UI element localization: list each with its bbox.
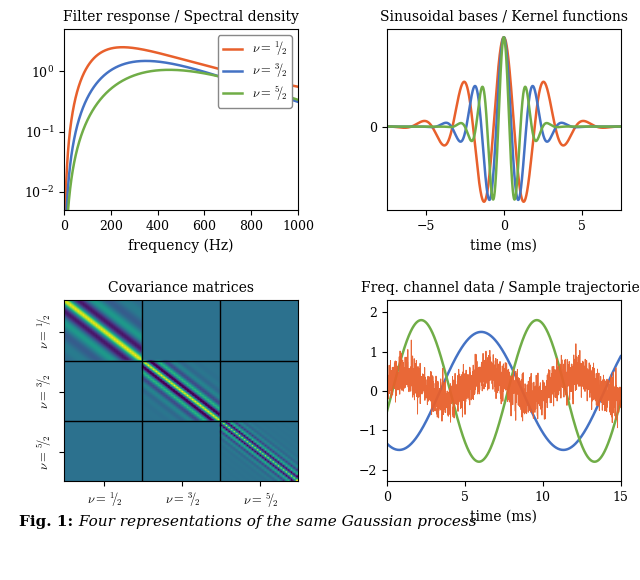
- Title: Freq. channel data / Sample trajectories: Freq. channel data / Sample trajectories: [361, 281, 640, 295]
- Line: $\nu = \,^3\!\!/\!_2$: $\nu = \,^3\!\!/\!_2$: [64, 61, 298, 336]
- Legend: $\nu = \,^1\!\!/\!_2$, $\nu = \,^3\!\!/\!_2$, $\nu = \,^5\!\!/\!_2$: $\nu = \,^1\!\!/\!_2$, $\nu = \,^3\!\!/\…: [218, 35, 292, 108]
- Text: Four representations of the same Gaussian process: Four representations of the same Gaussia…: [74, 515, 476, 529]
- Text: Fig. 1:: Fig. 1:: [19, 515, 74, 529]
- $\nu = \,^5\!\!/\!_2$: [289, 95, 297, 102]
- $\nu = \,^5\!\!/\!_2$: [294, 96, 302, 103]
- Line: $\nu = \,^5\!\!/\!_2$: $\nu = \,^5\!\!/\!_2$: [64, 70, 298, 360]
- $\nu = \,^5\!\!/\!_2$: [101, 91, 109, 98]
- $\nu = \,^1\!\!/\!_2$: [160, 51, 168, 58]
- $\nu = \,^3\!\!/\!_2$: [150, 58, 158, 65]
- $\nu = \,^1\!\!/\!_2$: [150, 49, 158, 56]
- $\nu = \,^5\!\!/\!_2$: [166, 66, 173, 73]
- $\nu = \,^3\!\!/\!_2$: [160, 59, 168, 66]
- $\nu = \,^5\!\!/\!_2$: [60, 356, 68, 363]
- $\nu = \,^3\!\!/\!_2$: [142, 57, 150, 64]
- $\nu = \,^1\!\!/\!_2$: [118, 44, 126, 50]
- Title: Covariance matrices: Covariance matrices: [108, 281, 254, 295]
- X-axis label: time (ms): time (ms): [470, 510, 538, 524]
- Title: Filter response / Spectral density: Filter response / Spectral density: [63, 10, 299, 24]
- $\nu = \,^3\!\!/\!_2$: [264, 89, 272, 96]
- X-axis label: frequency (Hz): frequency (Hz): [128, 238, 234, 253]
- $\nu = \,^3\!\!/\!_2$: [294, 99, 302, 106]
- $\nu = \,^1\!\!/\!_2$: [294, 84, 302, 90]
- $\nu = \,^1\!\!/\!_2$: [87, 58, 95, 65]
- $\nu = \,^5\!\!/\!_2$: [150, 67, 157, 74]
- $\nu = \,^5\!\!/\!_2$: [264, 86, 272, 93]
- $\nu = \,^1\!\!/\!_2$: [289, 82, 297, 89]
- $\nu = \,^3\!\!/\!_2$: [289, 97, 297, 104]
- $\nu = \,^1\!\!/\!_2$: [101, 47, 109, 54]
- $\nu = \,^3\!\!/\!_2$: [87, 88, 95, 95]
- X-axis label: time (ms): time (ms): [470, 238, 538, 252]
- $\nu = \,^1\!\!/\!_2$: [60, 297, 68, 304]
- $\nu = \,^3\!\!/\!_2$: [60, 332, 68, 339]
- Line: $\nu = \,^1\!\!/\!_2$: $\nu = \,^1\!\!/\!_2$: [64, 47, 298, 300]
- $\nu = \,^5\!\!/\!_2$: [160, 67, 168, 74]
- $\nu = \,^1\!\!/\!_2$: [264, 77, 272, 84]
- $\nu = \,^5\!\!/\!_2$: [87, 110, 95, 117]
- $\nu = \,^3\!\!/\!_2$: [101, 71, 109, 78]
- Title: Sinusoidal bases / Kernel functions: Sinusoidal bases / Kernel functions: [380, 10, 628, 24]
